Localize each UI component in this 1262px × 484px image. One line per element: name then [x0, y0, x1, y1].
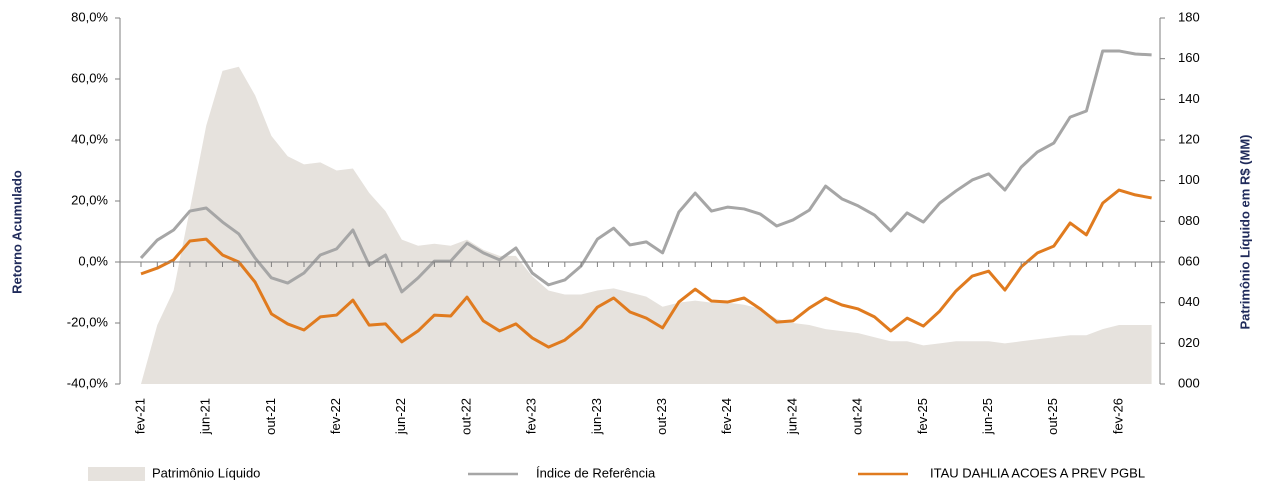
legend-swatch: [88, 467, 145, 481]
y-tick-label: -20,0%: [67, 314, 109, 329]
line: [139, 49, 1152, 294]
y2-tick-label: 180: [1178, 9, 1200, 24]
legend-label: Patrimônio Líquido: [152, 465, 260, 480]
y2-tick-label: 160: [1178, 50, 1200, 65]
legend-label: Índice de Referência: [536, 465, 656, 480]
y-axis-title: Retorno Acumulado: [9, 170, 24, 294]
x-tick-label: fev-24: [719, 398, 734, 434]
y2-tick-label: 140: [1178, 91, 1200, 106]
y-tick-label: 20,0%: [71, 192, 108, 207]
x-tick-label: fev-26: [1110, 398, 1125, 434]
y-tick-label: 40,0%: [71, 131, 108, 146]
x-tick-label: fev-21: [132, 398, 147, 434]
x-tick-label: out-23: [654, 398, 669, 435]
area: [141, 66, 1152, 385]
y2-tick-label: 020: [1178, 335, 1200, 350]
y2-tick-label: 120: [1178, 131, 1200, 146]
x-tick-label: jun-21: [198, 398, 213, 435]
x-tick-label: out-24: [850, 398, 865, 435]
legend-label: ITAU DAHLIA ACOES A PREV PGBL: [930, 465, 1145, 480]
x-tick-label: jun-23: [589, 398, 604, 435]
y-tick-label: -40,0%: [67, 375, 109, 390]
line: [140, 188, 1152, 349]
x-tick-label: jun-25: [980, 398, 995, 435]
y2-axis-title: Patrimônio Líquido em R$ (MM): [1237, 135, 1252, 330]
x-tick-label: out-22: [458, 398, 473, 435]
y2-tick-label: 000: [1178, 375, 1200, 390]
y2-tick-label: 060: [1178, 253, 1200, 268]
x-tick-label: out-21: [263, 398, 278, 435]
x-tick-label: fev-25: [915, 398, 930, 434]
y-tick-label: 0,0%: [78, 253, 108, 268]
x-tick-label: fev-22: [328, 398, 343, 434]
y-tick-label: 80,0%: [71, 9, 108, 24]
x-tick-label: jun-24: [784, 398, 799, 435]
y2-tick-label: 100: [1178, 172, 1200, 187]
y2-tick-label: 080: [1178, 213, 1200, 228]
y-tick-label: 60,0%: [71, 70, 108, 85]
y2-tick-label: 040: [1178, 294, 1200, 309]
x-tick-label: out-25: [1045, 398, 1060, 435]
x-tick-label: fev-23: [524, 398, 539, 434]
x-tick-label: jun-22: [393, 398, 408, 435]
